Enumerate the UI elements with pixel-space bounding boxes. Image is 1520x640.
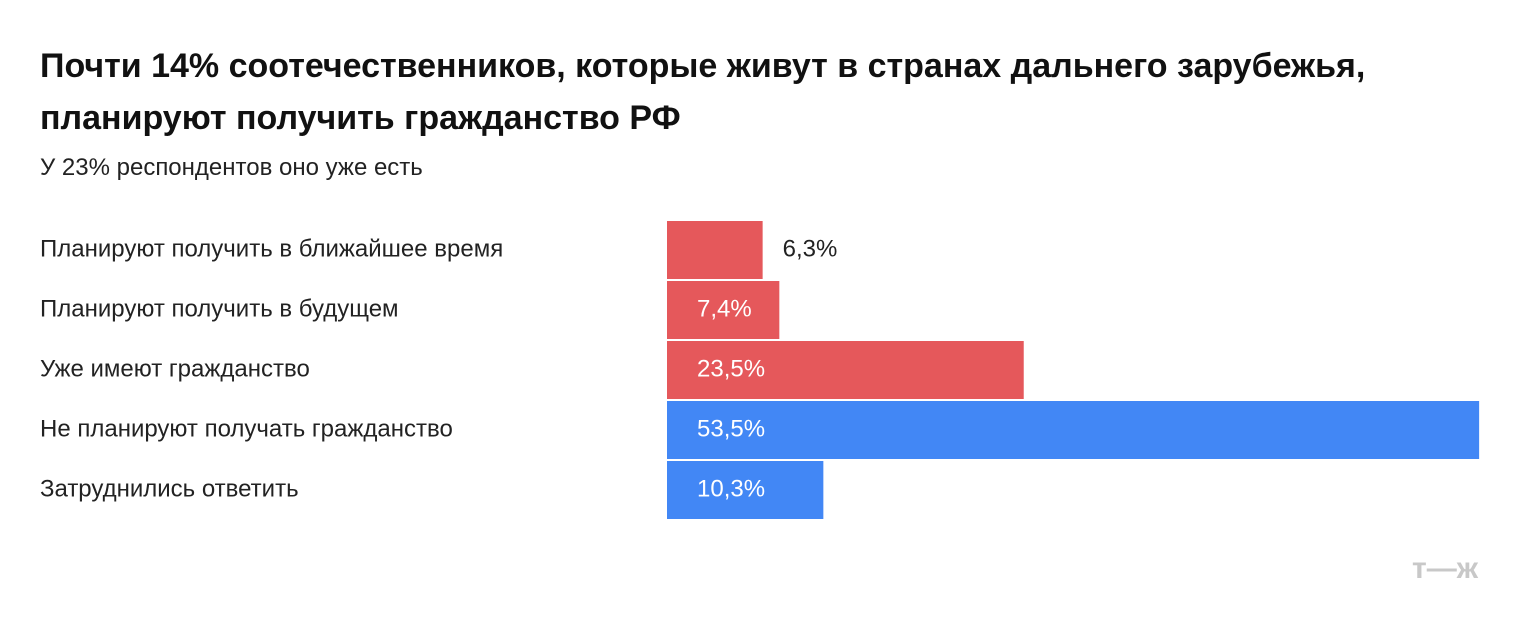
category-label: Планируют получить в будущем [40,295,399,322]
logo: т—ж [1412,552,1479,585]
bar [667,341,1024,399]
value-label: 53,5% [697,415,765,442]
chart-subtitle: У 23% респондентов оно уже есть [40,154,423,181]
bar [667,401,1480,459]
category-label: Планируют получить в ближайшее время [40,235,503,262]
value-label: 23,5% [697,355,765,382]
value-label: 10,3% [697,475,765,502]
chart-title: Почти 14% соотечественников, которые жив… [40,47,1366,137]
bar [667,461,824,519]
value-label: 6,3% [783,235,838,262]
value-label: 7,4% [697,295,752,322]
category-label: Уже имеют гражданство [40,355,310,382]
category-label: Не планируют получать гражданство [40,415,453,442]
bar [667,221,763,279]
bar [667,281,780,339]
category-label: Затруднились ответить [40,475,299,502]
